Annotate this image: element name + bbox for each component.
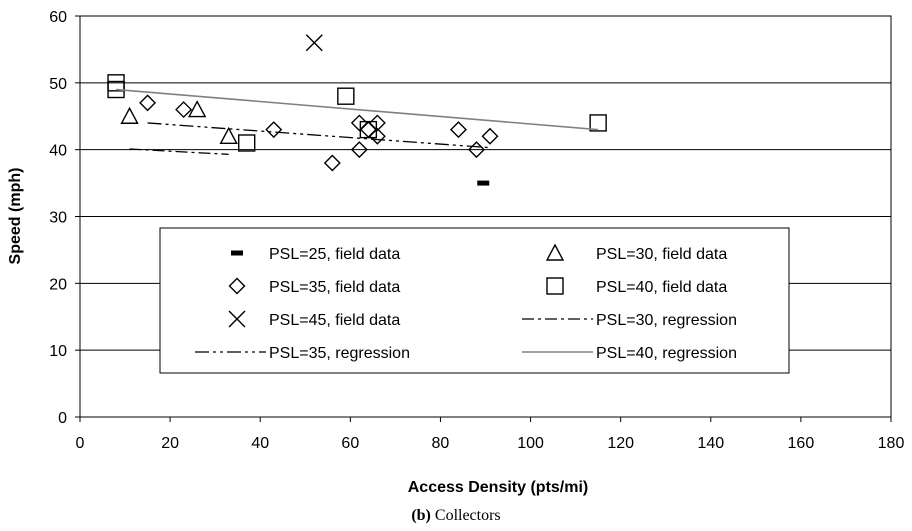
legend-symbol-2 xyxy=(228,277,246,295)
legend-item-3: PSL=40, field data xyxy=(546,277,727,296)
x-tick-label-160: 160 xyxy=(788,435,815,452)
legend-symbol-3 xyxy=(546,277,564,295)
data-point-1-2 xyxy=(219,126,238,145)
series-1 xyxy=(120,100,238,145)
legend-item-2: PSL=35, field data xyxy=(228,277,400,296)
legend-item-7: PSL=40, regression xyxy=(522,345,737,362)
y-tick-label-50: 50 xyxy=(49,76,67,93)
data-point-2-7 xyxy=(368,114,386,132)
legend-item-6: PSL=35, regression xyxy=(195,345,410,362)
y-tick-label-0: 0 xyxy=(58,410,67,427)
x-tick-label-0: 0 xyxy=(76,435,85,452)
data-point-2-5 xyxy=(350,141,368,159)
scatter-chart: 0 10 20 30 40 50 60 0 20 40 60 80 100 120 140 160 180 PS… xyxy=(7,9,904,496)
legend-label-6: PSL=35, regression xyxy=(269,345,410,362)
y-tick-label-40: 40 xyxy=(49,143,67,160)
y-tick-label-10: 10 xyxy=(49,343,67,360)
legend-label-2: PSL=35, field data xyxy=(269,279,400,296)
x-tick-label-80: 80 xyxy=(432,435,450,452)
series-3 xyxy=(107,74,607,152)
data-series xyxy=(107,34,607,186)
data-point-2-3 xyxy=(323,154,341,172)
data-point-1-0 xyxy=(120,106,139,124)
regression-line-5 xyxy=(129,148,229,155)
legend: PSL=25, field data PSL=30, field data PSL=… xyxy=(159,227,790,374)
regression-line-6 xyxy=(147,122,491,149)
legend-box xyxy=(159,227,790,374)
caption-letter: (b) xyxy=(411,507,431,524)
data-point-2-2 xyxy=(265,121,283,139)
legend-label-4: PSL=45, field data xyxy=(269,312,400,329)
figure-caption: (b) Collectors xyxy=(0,507,912,525)
legend-label-3: PSL=40, field data xyxy=(596,279,727,296)
data-point-2-4 xyxy=(350,114,368,132)
legend-symbol-1 xyxy=(545,243,565,261)
series-4 xyxy=(305,34,323,52)
series-5 xyxy=(129,148,229,155)
legend-label-7: PSL=40, regression xyxy=(596,345,737,362)
data-point-2-6 xyxy=(359,121,377,139)
data-point-3-3 xyxy=(337,87,355,105)
tick-labels: 0 10 20 30 40 50 60 0 20 40 60 80 100 120 140 160 180 xyxy=(49,9,904,452)
legend-label-5: PSL=30, regression xyxy=(596,312,737,329)
data-point-4-0 xyxy=(305,34,323,52)
data-point-2-0 xyxy=(139,94,157,112)
legend-item-0: PSL=25, field data xyxy=(231,246,400,263)
legend-item-1: PSL=30, field data xyxy=(545,243,727,263)
x-tick-label-140: 140 xyxy=(697,435,724,452)
x-axis-title: Access Density (pts/mi) xyxy=(408,479,589,496)
x-tick-label-20: 20 xyxy=(161,435,179,452)
x-tick-label-120: 120 xyxy=(607,435,634,452)
data-point-3-5 xyxy=(589,114,607,132)
data-point-2-10 xyxy=(467,141,485,159)
y-tick-label-20: 20 xyxy=(49,276,67,293)
data-point-2-11 xyxy=(481,127,499,145)
legend-symbol-4 xyxy=(228,310,246,328)
caption-text: Collectors xyxy=(430,507,501,524)
legend-label-0: PSL=25, field data xyxy=(269,246,400,263)
y-tick-label-30: 30 xyxy=(49,210,67,227)
data-point-0-0 xyxy=(477,180,490,186)
legend-symbol-0 xyxy=(231,250,243,256)
series-6 xyxy=(147,122,491,149)
data-point-2-1 xyxy=(175,101,193,119)
x-tick-label-60: 60 xyxy=(341,435,359,452)
legend-item-5: PSL=30, regression xyxy=(522,312,737,329)
regression-line-7 xyxy=(115,88,599,131)
data-point-1-1 xyxy=(187,100,207,118)
legend-item-4: PSL=45, field data xyxy=(228,310,400,329)
data-point-3-4 xyxy=(359,120,378,139)
y-tick-label-60: 60 xyxy=(49,9,67,26)
legend-label-1: PSL=30, field data xyxy=(596,246,727,263)
x-tick-label-40: 40 xyxy=(251,435,269,452)
series-2 xyxy=(139,94,499,172)
data-point-2-8 xyxy=(368,127,386,145)
series-7 xyxy=(115,88,599,131)
series-0 xyxy=(477,180,490,186)
data-point-3-2 xyxy=(238,134,256,152)
x-tick-label-100: 100 xyxy=(517,435,544,452)
y-axis-title: Speed (mph) xyxy=(7,168,24,265)
data-point-2-9 xyxy=(449,121,467,139)
x-tick-label-180: 180 xyxy=(878,435,905,452)
